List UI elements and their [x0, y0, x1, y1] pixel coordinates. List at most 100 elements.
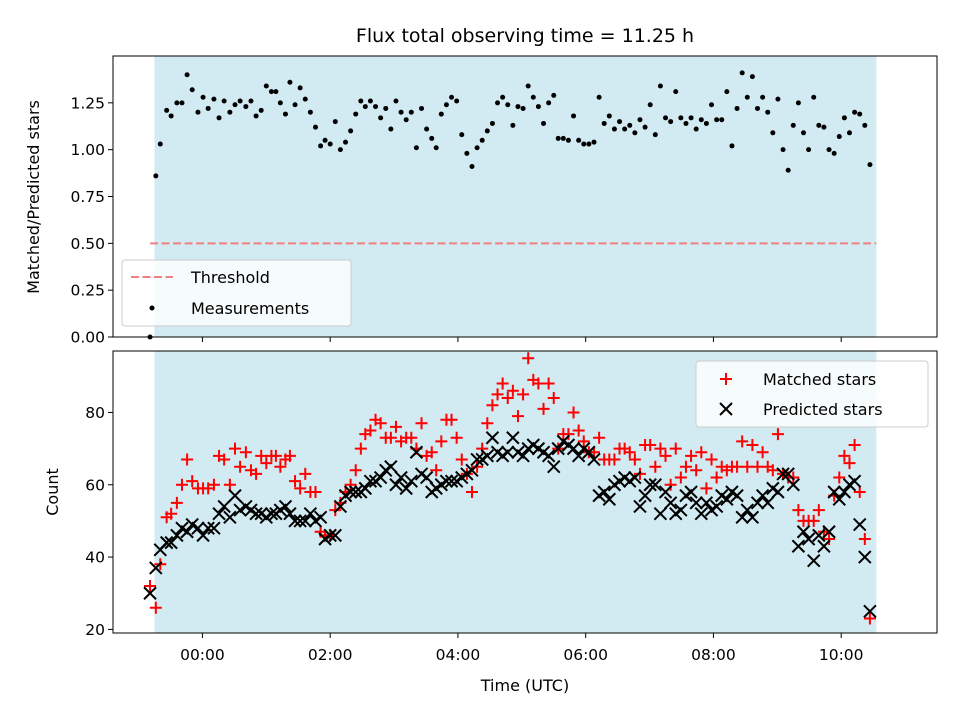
measurement-point	[852, 109, 858, 115]
x-tick-label: 04:00	[436, 646, 481, 664]
matched-star-point	[374, 417, 387, 430]
measurement-point	[668, 119, 674, 125]
predicted-star-point	[638, 488, 652, 503]
measurement-point	[739, 70, 745, 76]
predicted-star-point	[709, 499, 724, 514]
predicted-star-point	[566, 441, 581, 456]
matched-stars-points	[144, 352, 876, 625]
predicted-star-point	[409, 445, 424, 459]
measurement-point	[469, 164, 475, 170]
matched-star-point	[751, 460, 764, 473]
predicted-star-point	[812, 528, 826, 543]
measurement-point	[560, 135, 566, 141]
matched-star-point	[239, 446, 252, 459]
matched-star-point	[853, 486, 866, 498]
predicted-star-point	[551, 441, 565, 456]
matched-star-point	[542, 377, 555, 390]
predicted-star-point	[761, 496, 775, 510]
predicted-star-point	[223, 510, 237, 525]
measurement-point	[709, 102, 715, 108]
predicted-star-point	[389, 478, 403, 492]
measurement-point	[383, 105, 389, 111]
predicted-star-point	[283, 506, 297, 521]
matched-star-point	[700, 482, 713, 495]
predicted-star-point	[689, 496, 703, 510]
predicted-star-point	[196, 528, 210, 543]
predicted-star-point	[288, 514, 302, 528]
matched-star-point	[577, 435, 590, 448]
measurement-point	[591, 139, 597, 145]
predicted-star-point	[201, 521, 215, 535]
predicted-star-point	[159, 535, 174, 550]
measurement-point	[551, 92, 557, 98]
matched-star-point	[823, 533, 836, 545]
matched-star-point	[628, 453, 641, 466]
measurement-point	[622, 126, 628, 132]
predicted-star-point	[358, 481, 373, 496]
measurement-point	[515, 104, 521, 110]
matched-star-point	[644, 439, 657, 451]
measurement-point	[195, 109, 201, 115]
predicted-star-point	[394, 470, 408, 485]
measurement-point	[403, 117, 409, 123]
matched-star-point	[654, 442, 667, 455]
matched-star-point	[329, 504, 342, 517]
count-y-axis: 20 40 60 80	[85, 404, 113, 639]
matched-star-point	[149, 601, 162, 614]
predicted-star-point	[801, 532, 816, 546]
time-x-axis: 00:00 02:00 04:00 06:00 08:00 10:00	[180, 633, 864, 664]
predicted-star-point	[786, 478, 800, 492]
legend-predicted-label: Predicted stars	[763, 400, 883, 419]
predicted-star-point	[249, 506, 263, 521]
matched-star-point	[649, 460, 662, 473]
measurement-point	[806, 147, 812, 153]
matched-star-point	[364, 424, 377, 437]
measurement-point	[520, 105, 526, 111]
predicted-star-point	[781, 467, 795, 481]
matched-star-point	[690, 464, 703, 477]
measurement-point	[535, 104, 541, 110]
y-tick-label: 40	[85, 549, 105, 567]
matched-star-point	[450, 431, 463, 444]
matched-star-point	[435, 435, 448, 448]
measurement-point	[637, 117, 643, 123]
measurement-point	[189, 87, 195, 93]
matched-star-point	[532, 377, 545, 390]
matched-star-point	[207, 478, 220, 491]
predicted-star-point	[571, 449, 586, 463]
y-tick-label: 0.75	[70, 188, 105, 206]
predicted-star-point	[853, 517, 867, 532]
measurement-point	[318, 143, 324, 149]
matched-star-point	[863, 612, 876, 625]
matched-star-point	[299, 467, 312, 480]
matched-star-point	[425, 446, 438, 459]
matched-star-point	[250, 467, 263, 480]
matched-star-point	[517, 388, 530, 401]
matched-star-point	[255, 449, 268, 462]
measurement-point	[546, 100, 552, 106]
measurement-point	[606, 113, 612, 119]
measurement-point	[500, 94, 506, 100]
matched-star-point	[685, 449, 698, 462]
matched-star-point	[695, 446, 708, 459]
measurement-point	[200, 94, 206, 100]
measurement-point	[795, 100, 801, 106]
predicted-star-point	[832, 492, 846, 506]
measurement-point	[353, 111, 359, 117]
predicted-star-point	[298, 514, 312, 528]
measurement-point	[780, 147, 786, 153]
measurement-point	[821, 124, 827, 130]
predicted-star-point	[303, 506, 318, 521]
measurement-point	[449, 94, 455, 100]
matched-star-point	[741, 460, 754, 473]
y-tick-label: 1.25	[70, 94, 105, 112]
measurement-point	[211, 96, 217, 102]
matched-star-point	[476, 442, 489, 455]
measurement-point	[398, 109, 404, 115]
measurement-point	[484, 128, 490, 134]
measurement-point	[373, 104, 379, 110]
matched-star-point	[269, 449, 282, 462]
y-tick-label: 60	[85, 476, 105, 494]
measurement-point	[337, 147, 343, 153]
predicted-star-point	[735, 510, 749, 525]
